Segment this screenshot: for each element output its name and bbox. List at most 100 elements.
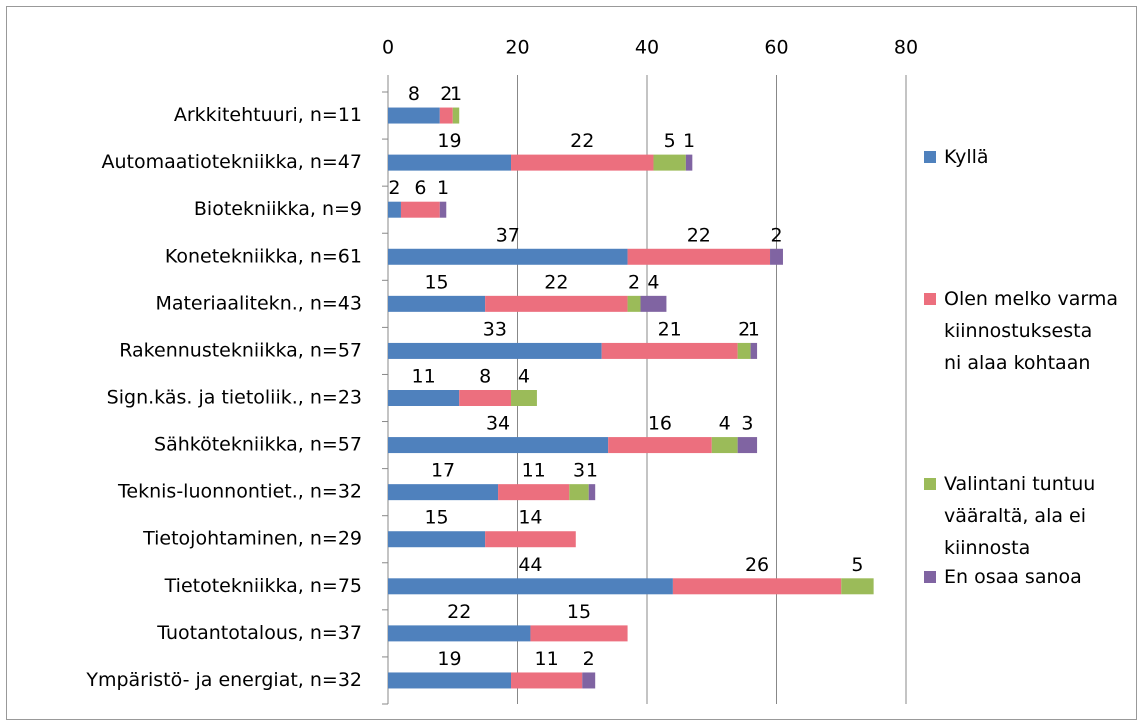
x-tick-label: 0	[382, 37, 394, 59]
data-label: 14	[518, 507, 542, 529]
bar-segment	[737, 437, 758, 454]
data-label: 15	[567, 601, 591, 623]
data-label: 1	[450, 83, 462, 105]
bar-segment	[711, 437, 738, 454]
y-tick-label: Tietojohtaminen, n=29	[142, 528, 362, 550]
y-tick-label: Materiaalitekn., n=43	[155, 292, 362, 314]
y-tick-label: Tuotantotalous, n=37	[156, 622, 362, 644]
data-label: 11	[412, 366, 436, 388]
data-label: 19	[437, 130, 461, 152]
data-label: 1	[586, 460, 598, 482]
bar-segment	[841, 578, 874, 595]
bar-segment	[388, 342, 602, 359]
data-label: 8	[408, 83, 420, 105]
bar-segment	[750, 342, 758, 359]
data-label: 4	[518, 366, 530, 388]
x-tick-label: 20	[505, 37, 529, 59]
data-label: 16	[648, 413, 672, 435]
bar-segment	[685, 154, 693, 171]
y-tick-label: Tietotekniikka, n=75	[164, 575, 362, 597]
y-tick-label: Rakennustekniikka, n=57	[119, 339, 362, 361]
bar-segment	[601, 342, 738, 359]
legend-label: Olen melko varma kiinnostuksesta ni alaa k…	[944, 288, 1118, 374]
data-label: 1	[748, 318, 760, 340]
bar-segment	[672, 578, 842, 595]
data-label: 22	[447, 601, 471, 623]
data-label: 11	[522, 460, 546, 482]
bar-segment	[498, 484, 570, 501]
legend-swatch	[924, 571, 936, 583]
bar-segment	[388, 484, 499, 501]
data-label: 1	[437, 177, 449, 199]
bar-segment	[640, 295, 667, 312]
bar-segment	[770, 248, 783, 265]
data-label: 2	[770, 224, 782, 246]
data-label: 4	[719, 413, 731, 435]
legend-swatch	[924, 478, 936, 490]
legend-label: Valintani tuntuu vääraltä, ala ei kiinnost…	[944, 473, 1095, 559]
bar-segment	[439, 107, 453, 124]
data-label: 2	[440, 83, 452, 105]
data-label: 5	[851, 554, 863, 576]
bar-segment	[388, 531, 486, 548]
bar-segment	[439, 201, 447, 218]
data-label: 15	[424, 271, 448, 293]
y-tick-label: Automaatiotekniikka, n=47	[101, 151, 362, 173]
legend-swatch	[924, 151, 936, 163]
bar-segment	[627, 248, 771, 265]
bar-segment	[485, 531, 576, 548]
data-label: 19	[437, 648, 461, 670]
bar-segment	[459, 390, 512, 406]
data-label: 15	[424, 507, 448, 529]
bar-segment	[400, 201, 440, 218]
y-tick-label: Sign.käs. ja tietoliik., n=23	[107, 387, 362, 409]
data-label: 2	[388, 177, 400, 199]
legend-label: Kyllä	[944, 146, 989, 168]
y-tick-label: Teknis-luonnontiet., n=32	[117, 481, 362, 503]
data-label: 2	[738, 318, 750, 340]
y-tick-label: Konetekniikka, n=61	[165, 245, 362, 267]
data-label: 6	[414, 177, 426, 199]
bar-segment	[737, 342, 751, 359]
bar-segment	[388, 107, 440, 124]
bar-segment	[388, 248, 628, 265]
data-label: 22	[687, 224, 711, 246]
bar-segment	[653, 154, 686, 171]
data-label: 2	[583, 648, 595, 670]
bar-segment	[388, 578, 673, 595]
bar-segment	[388, 154, 512, 171]
x-tick-label: 40	[635, 37, 659, 59]
y-tick-label: Sähkötekniikka, n=57	[154, 434, 362, 456]
bar-segment	[388, 201, 401, 218]
data-label: 21	[658, 318, 682, 340]
data-label: 33	[483, 318, 507, 340]
data-label: 2	[628, 271, 640, 293]
data-label: 8	[479, 366, 491, 388]
data-label: 3	[741, 413, 753, 435]
bar-segment	[511, 390, 537, 406]
data-label: 26	[745, 554, 769, 576]
data-label: 34	[486, 413, 510, 435]
bar-segment	[388, 437, 609, 454]
bar-segment	[388, 390, 460, 406]
data-label: 3	[573, 460, 585, 482]
bar-segment	[582, 672, 596, 689]
bar-segment	[608, 437, 712, 454]
x-tick-label: 60	[764, 37, 788, 59]
data-label: 17	[431, 460, 455, 482]
data-label: 44	[518, 554, 542, 576]
bar-segment	[530, 625, 628, 642]
data-label: 4	[647, 271, 659, 293]
bar-segment	[452, 107, 460, 124]
data-label: 37	[496, 224, 520, 246]
y-tick-label: Arkkitehtuuri, n=11	[174, 104, 362, 126]
x-tick-label: 80	[894, 37, 918, 59]
data-label: 1	[683, 130, 695, 152]
data-label: 22	[544, 271, 568, 293]
chart-border	[6, 6, 1137, 720]
data-label: 22	[570, 130, 594, 152]
bar-segment	[511, 154, 654, 171]
bar-segment	[569, 484, 589, 501]
bar-segment	[588, 484, 596, 501]
bar-segment	[388, 672, 512, 689]
